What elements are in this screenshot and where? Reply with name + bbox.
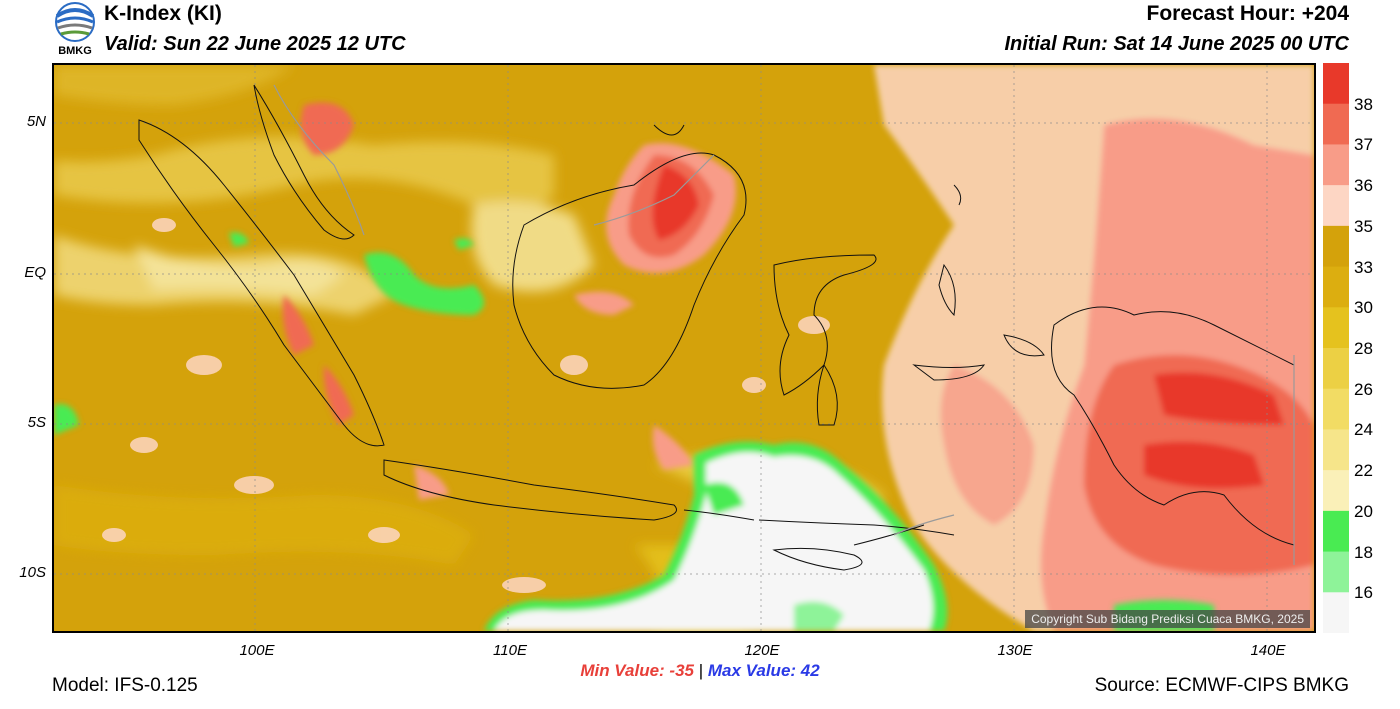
lat-label-eq: EQ bbox=[24, 264, 46, 281]
lat-label-5s: 5S bbox=[27, 414, 46, 431]
map-title: K-Index (KI) bbox=[104, 2, 222, 25]
colorbar-segment bbox=[1323, 429, 1349, 471]
colorbar bbox=[1323, 63, 1349, 633]
colorbar-segment bbox=[1323, 592, 1349, 633]
colorbar-segment bbox=[1323, 185, 1349, 227]
colorbar-tick-label: 37 bbox=[1354, 135, 1373, 155]
colorbar-tick-label: 22 bbox=[1354, 461, 1373, 481]
model-label: Model: IFS-0.125 bbox=[52, 675, 198, 696]
colorbar-tick-label: 35 bbox=[1354, 216, 1373, 236]
colorbar-segment bbox=[1323, 510, 1349, 553]
colorbar-tick-label: 16 bbox=[1354, 583, 1373, 603]
colorbar-tick-label: 26 bbox=[1354, 379, 1373, 399]
logo-text: BMKG bbox=[58, 45, 92, 57]
colorbar-segment bbox=[1323, 307, 1349, 349]
colorbar-tick-label: 24 bbox=[1354, 420, 1373, 440]
colorbar-segment bbox=[1323, 388, 1349, 430]
colorbar-segment bbox=[1323, 551, 1349, 593]
lon-label-130e: 130E bbox=[997, 642, 1033, 659]
colorbar-tick-label: 20 bbox=[1354, 501, 1373, 521]
valid-time: Valid: Sun 22 June 2025 12 UTC bbox=[104, 33, 406, 55]
lat-label-10s: 10S bbox=[19, 564, 46, 581]
colorbar-segment bbox=[1323, 103, 1349, 145]
lat-label-5n: 5N bbox=[26, 113, 46, 130]
map-field bbox=[54, 65, 1314, 631]
colorbar-tick-label: 28 bbox=[1354, 339, 1373, 358]
k-index-map: Copyright Sub Bidang Prediksi Cuaca BMKG… bbox=[52, 63, 1316, 633]
colorbar-segment bbox=[1323, 348, 1349, 390]
colorbar-segment bbox=[1323, 144, 1349, 186]
bmkg-logo: BMKG bbox=[52, 2, 98, 60]
colorbar-tick-label: 36 bbox=[1354, 176, 1373, 196]
lon-label-120e: 120E bbox=[744, 642, 780, 659]
lon-label-100e: 100E bbox=[239, 642, 275, 659]
colorbar-tick-label: 33 bbox=[1354, 257, 1373, 277]
colorbar-segment bbox=[1323, 266, 1349, 308]
source-label: Source: ECMWF-CIPS BMKG bbox=[1094, 675, 1349, 696]
min-max-separator: | bbox=[698, 661, 704, 680]
initial-run: Initial Run: Sat 14 June 2025 00 UTC bbox=[1004, 33, 1349, 55]
colorbar-segment bbox=[1323, 63, 1349, 105]
min-value: Min Value: -35 bbox=[580, 661, 694, 680]
colorbar-tick-label: 38 bbox=[1354, 94, 1373, 114]
forecast-hour: Forecast Hour: +204 bbox=[1146, 2, 1350, 25]
lon-label-140e: 140E bbox=[1250, 642, 1286, 659]
copyright-notice: Copyright Sub Bidang Prediksi Cuaca BMKG… bbox=[1025, 610, 1310, 628]
min-max-values: Min Value: -35 | Max Value: 42 bbox=[0, 661, 1400, 681]
lon-label-110e: 110E bbox=[493, 642, 527, 659]
colorbar-segment bbox=[1323, 470, 1349, 512]
max-value: Max Value: 42 bbox=[707, 661, 820, 680]
colorbar-tick-label: 30 bbox=[1354, 298, 1373, 318]
colorbar-tick-label: 18 bbox=[1354, 542, 1373, 562]
colorbar-segment bbox=[1323, 225, 1349, 268]
